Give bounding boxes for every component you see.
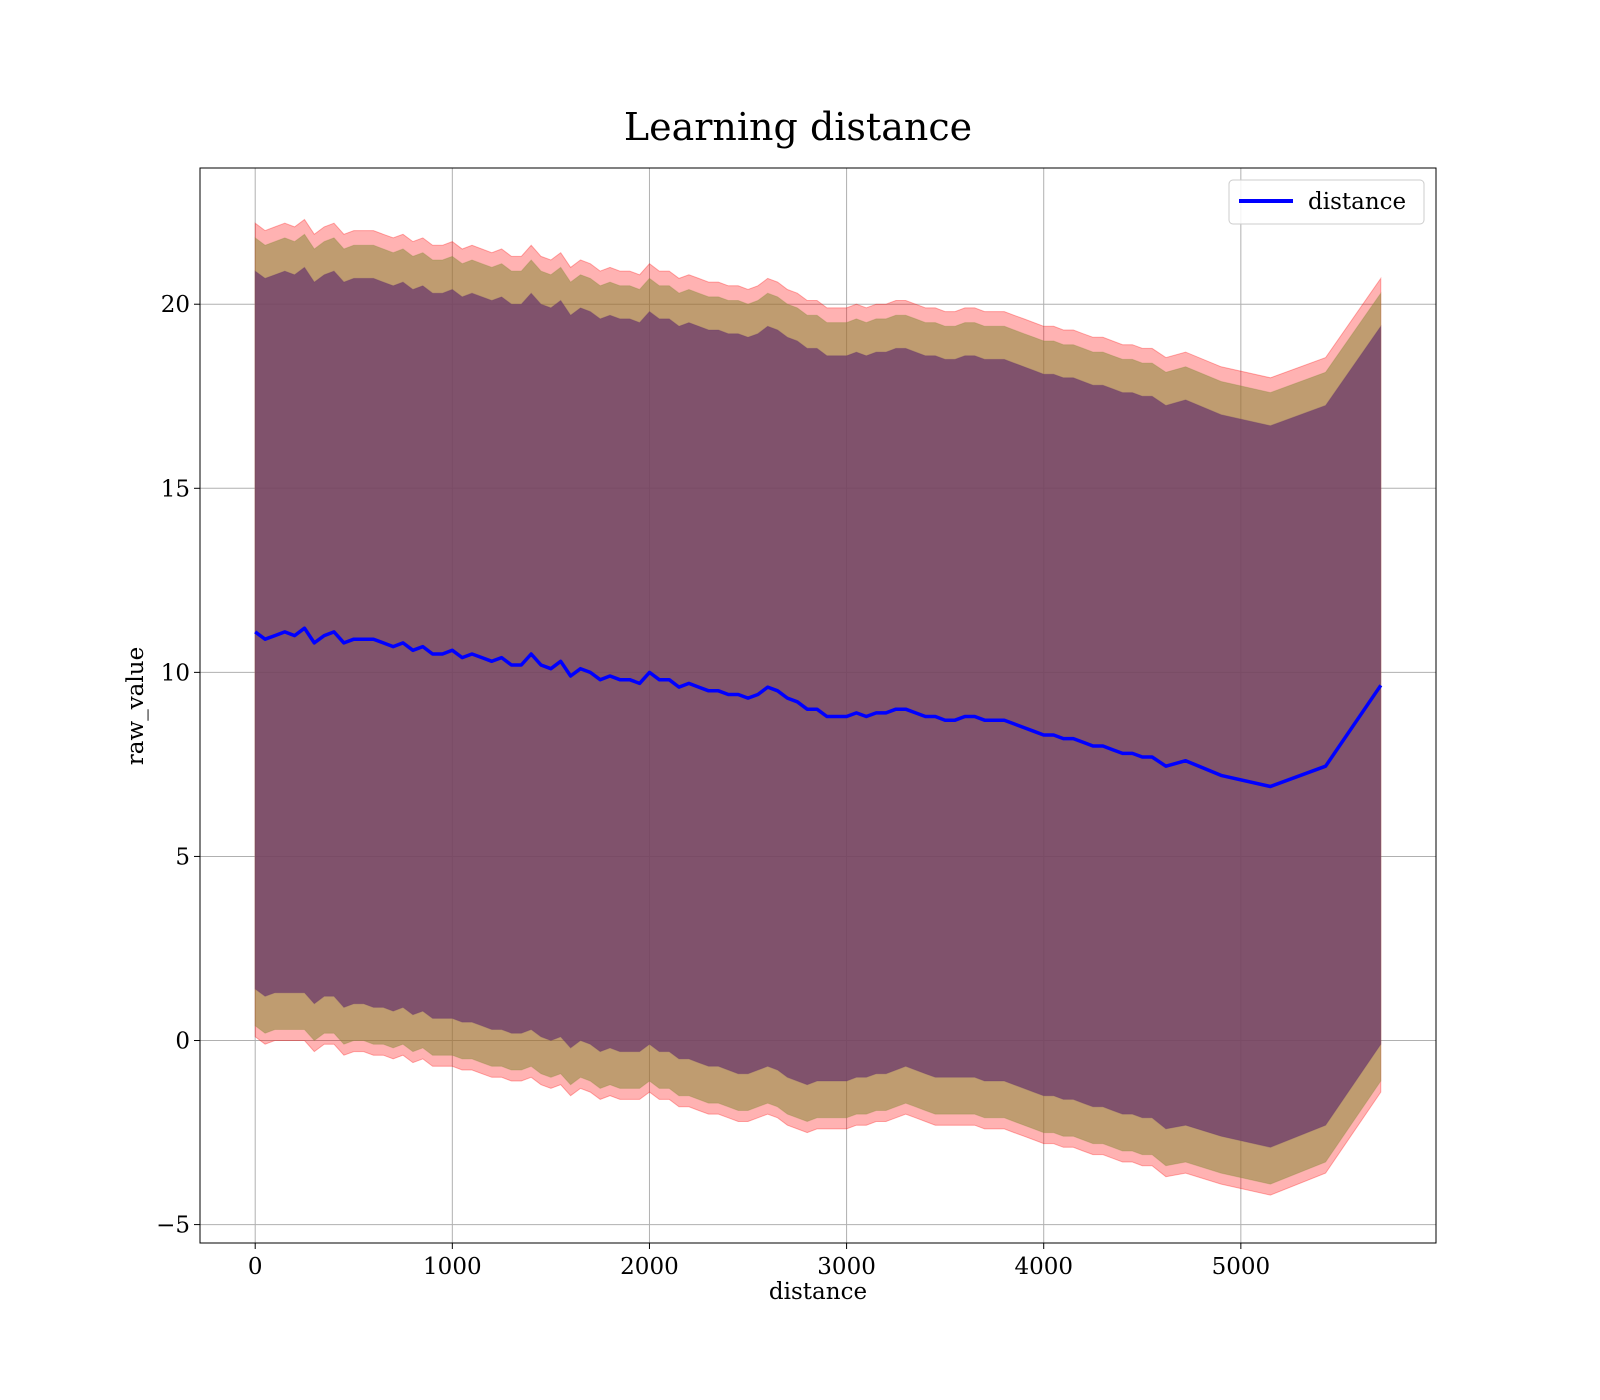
confidence-bands: [254, 218, 1382, 1196]
y-tick-label: 15: [161, 476, 190, 502]
y-tick-label: 5: [175, 844, 190, 870]
x-tick-label: 5000: [1212, 1254, 1271, 1280]
legend-box: [1228, 179, 1425, 225]
x-tick-label: 2000: [620, 1254, 679, 1280]
x-axis-label: distance: [769, 1279, 867, 1305]
y-tick-label: 20: [161, 292, 190, 318]
y-axis-label: raw_value: [123, 647, 149, 765]
y-tick-label: 10: [161, 660, 190, 686]
x-tick-label: 1000: [423, 1254, 482, 1280]
x-tick-label: 0: [248, 1254, 263, 1280]
legend-label-distance: distance: [1308, 189, 1406, 215]
band-inner: [254, 266, 1382, 1148]
y-axis-ticks: −5 0 5 10 15 20: [156, 292, 200, 1239]
series-line-distance: [254, 626, 1383, 789]
x-axis-ticks: 0 1000 2000 3000 4000 5000: [248, 1243, 1270, 1280]
plot-frame: [199, 167, 1437, 1244]
x-tick-label: 3000: [817, 1254, 876, 1280]
chart-title: Learning distance: [624, 105, 972, 149]
legend: distance: [1228, 179, 1425, 225]
y-tick-label: 0: [175, 1029, 190, 1055]
series-lines: [254, 626, 1383, 789]
y-tick-label: −5: [156, 1213, 190, 1239]
x-tick-label: 4000: [1014, 1254, 1073, 1280]
